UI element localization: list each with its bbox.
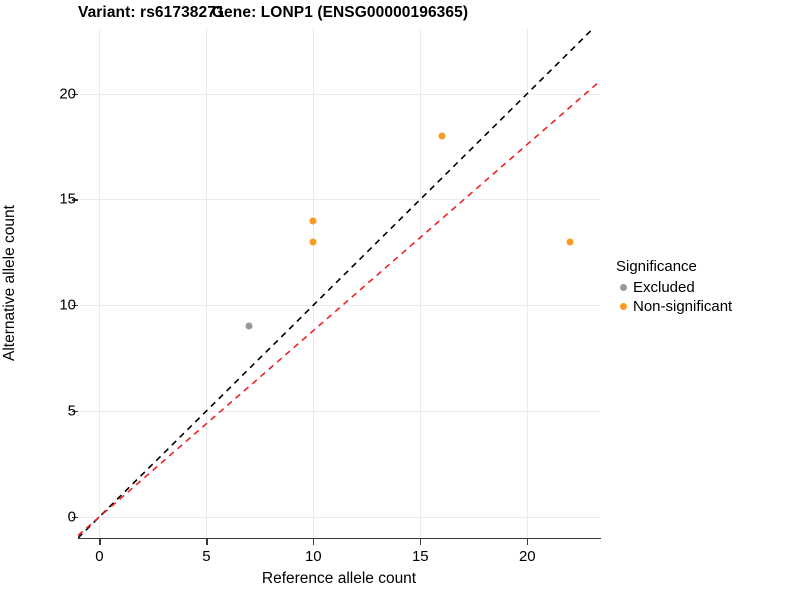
x-tick-mark [99, 539, 101, 545]
legend-title: Significance [616, 258, 697, 275]
legend-dot-icon [619, 284, 627, 291]
x-tick-mark [420, 539, 422, 545]
x-tick-mark [527, 539, 529, 545]
x-tick-label: 15 [411, 548, 429, 565]
legend-label: Non-significant [633, 298, 733, 315]
chart-title-row: Variant: rs61738271 Gene: LONP1 (ENSG000… [0, 4, 620, 28]
y-axis-title: Alternative allele count [1, 205, 18, 361]
legend: Significance Excluded Non-significant [616, 258, 800, 316]
gridline-horizontal [78, 93, 600, 95]
y-tick-mark [72, 411, 78, 413]
x-axis-line [78, 538, 601, 540]
x-tick-label: 0 [95, 548, 104, 565]
y-tick-label: 0 [67, 508, 76, 526]
gene-title: Gene: LONP1 (ENSG00000196365) [211, 4, 469, 21]
gridline-horizontal [78, 411, 600, 412]
plot-panel [78, 28, 600, 538]
x-tick-mark [206, 539, 208, 545]
gridline-horizontal [78, 199, 600, 201]
y-tick-mark [72, 305, 78, 307]
legend-swatch [616, 278, 630, 297]
legend-item[interactable]: Excluded [616, 278, 800, 297]
x-tick-mark [313, 539, 315, 545]
y-tick-label: 10 [59, 296, 76, 314]
gridline-vertical [99, 28, 101, 538]
scatter-point [309, 217, 317, 225]
gridline-vertical [420, 28, 422, 538]
gridline-vertical [527, 28, 529, 538]
y-tick-mark [72, 199, 78, 201]
x-tick-label: 20 [518, 548, 536, 565]
scatter-point [245, 322, 253, 330]
scatter-point [566, 238, 574, 246]
y-tick-mark [72, 516, 78, 518]
gridline-horizontal [78, 305, 600, 307]
scatter-point [309, 238, 317, 246]
gridline-horizontal [78, 516, 600, 518]
legend-item[interactable]: Non-significant [616, 297, 800, 316]
y-tick-mark [72, 93, 78, 95]
legend-items: Excluded Non-significant [616, 278, 800, 316]
legend-dot-icon [619, 303, 627, 310]
scatter-point [438, 132, 446, 140]
x-tick-label: 10 [304, 548, 322, 565]
variant-title: Variant: rs61738271 [78, 4, 225, 21]
y-tick-label: 20 [59, 85, 76, 103]
y-tick-label: 15 [59, 190, 76, 208]
x-axis-title: Reference allele count [261, 570, 417, 587]
x-tick-label: 5 [202, 548, 211, 565]
reference-line-expected-ratio [78, 80, 600, 537]
legend-label: Excluded [633, 279, 695, 296]
gridline-vertical [313, 28, 315, 538]
legend-swatch [616, 297, 630, 316]
y-tick-label: 5 [67, 402, 76, 420]
gridline-vertical [206, 28, 208, 538]
reference-line-identity [78, 28, 595, 538]
reference-lines [78, 28, 600, 538]
